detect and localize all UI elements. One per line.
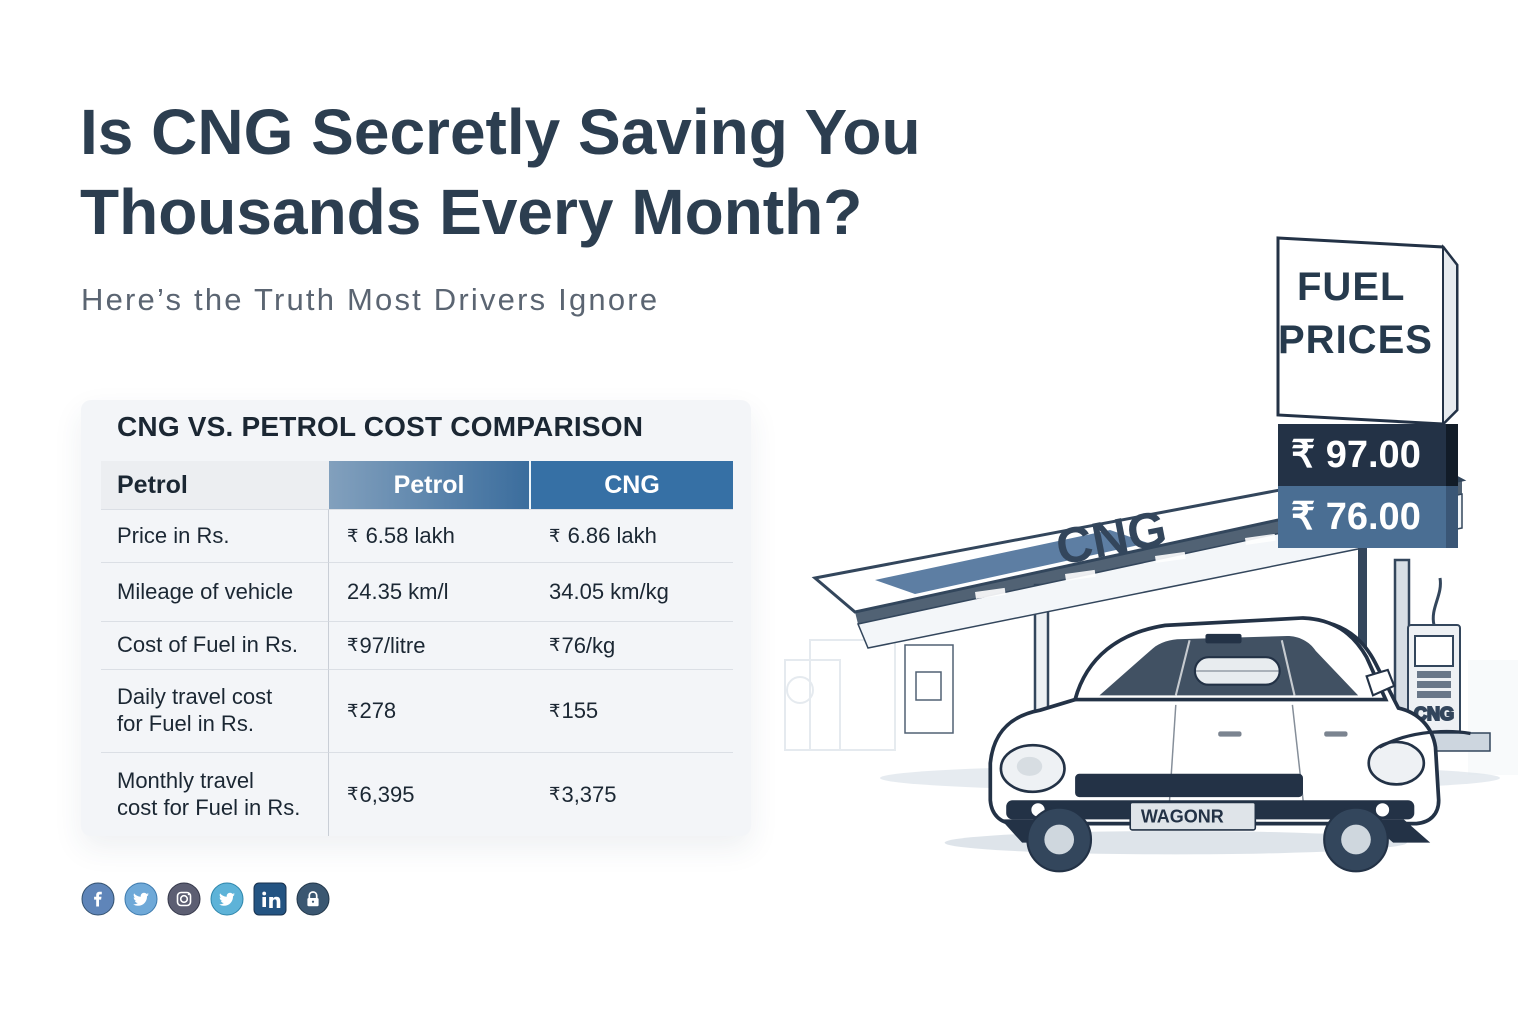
svg-text:PRICES: PRICES (1278, 318, 1433, 362)
svg-text:WAGONR: WAGONR (1141, 807, 1224, 827)
svg-text:FUEL: FUEL (1297, 265, 1405, 309)
svg-text:₹ 76.00: ₹ 76.00 (1291, 496, 1421, 538)
svg-text:₹ 97.00: ₹ 97.00 (1291, 434, 1421, 476)
